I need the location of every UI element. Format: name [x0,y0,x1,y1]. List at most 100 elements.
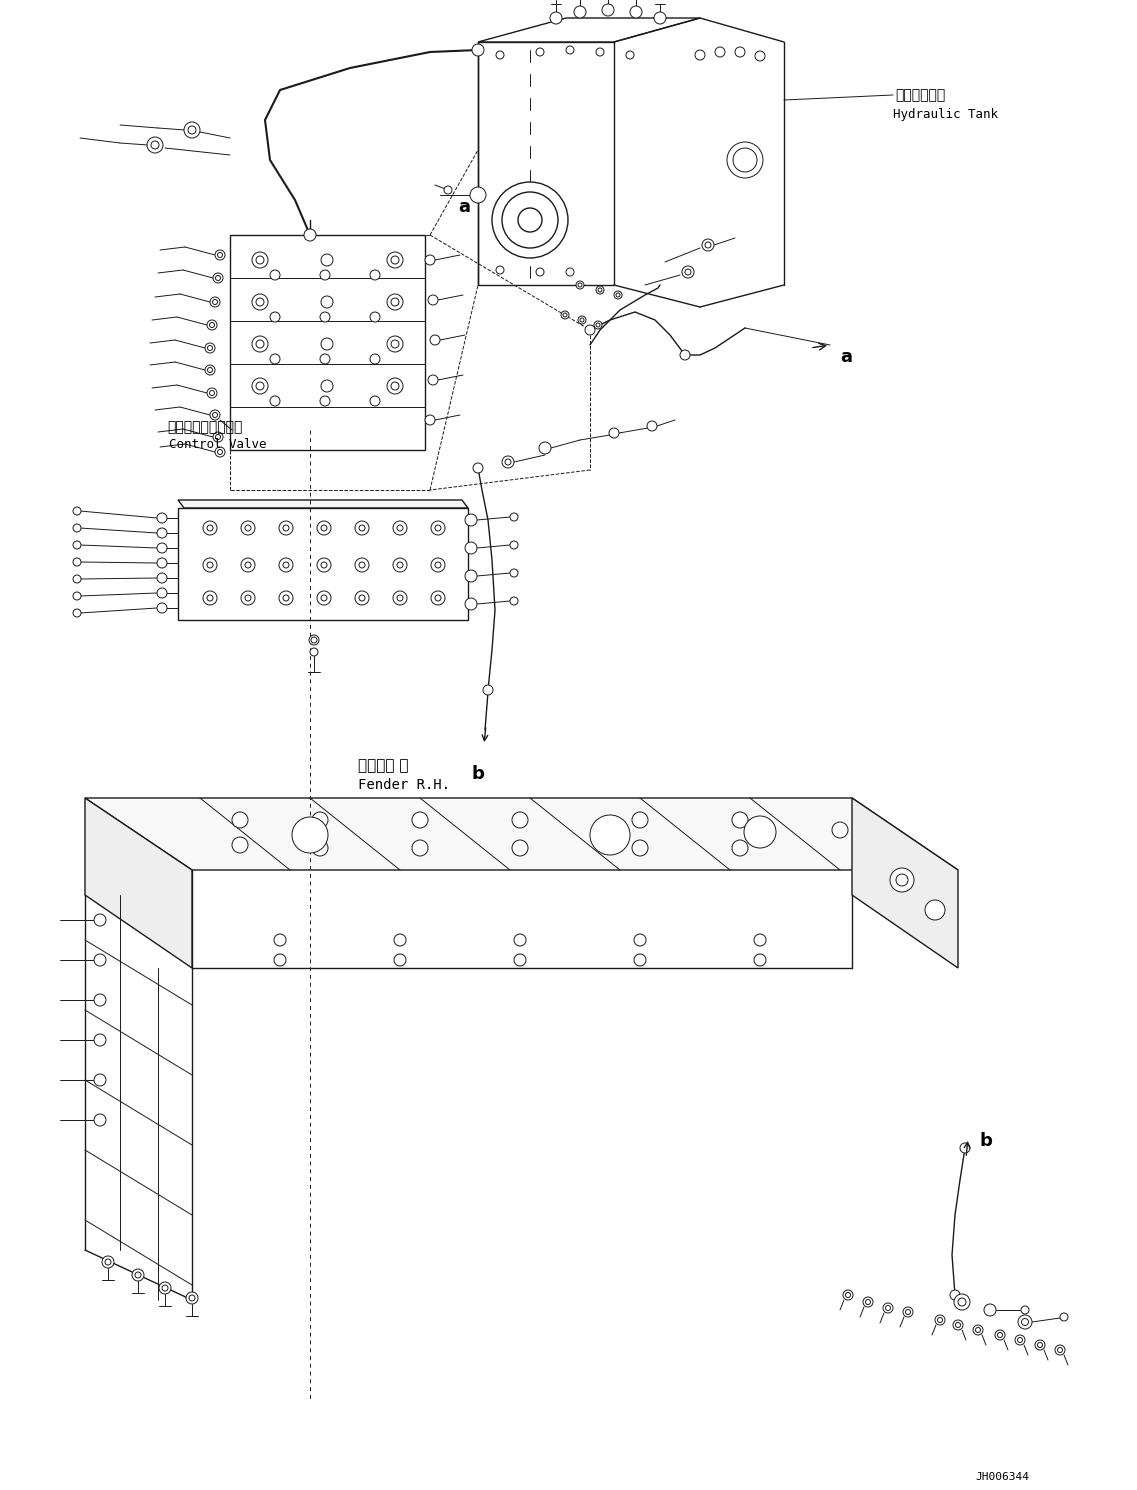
Circle shape [586,325,595,335]
Circle shape [755,51,765,61]
Circle shape [435,562,441,568]
Circle shape [355,522,370,535]
Circle shape [94,1115,106,1126]
Circle shape [705,241,711,247]
Circle shape [319,270,330,280]
Circle shape [256,340,264,349]
Circle shape [213,273,223,283]
Circle shape [511,597,518,605]
Circle shape [73,507,81,516]
Circle shape [576,282,584,289]
Circle shape [430,335,440,346]
Circle shape [735,48,745,57]
Circle shape [1018,1316,1032,1329]
Circle shape [256,256,264,264]
Circle shape [684,270,691,276]
Circle shape [215,447,225,457]
Circle shape [1035,1340,1045,1350]
Circle shape [512,840,528,855]
Circle shape [317,592,331,605]
Circle shape [578,316,586,323]
Polygon shape [85,799,958,870]
Circle shape [279,522,293,535]
Circle shape [960,1143,970,1153]
Circle shape [157,589,167,597]
Circle shape [213,432,223,443]
Circle shape [216,435,221,440]
Circle shape [832,822,848,837]
Circle shape [428,375,438,384]
Circle shape [393,557,407,572]
Circle shape [186,1292,198,1304]
Circle shape [395,954,406,966]
Circle shape [319,355,330,364]
Polygon shape [852,799,958,969]
Circle shape [393,592,407,605]
Circle shape [395,934,406,946]
Circle shape [207,562,213,568]
Circle shape [511,513,518,522]
Circle shape [217,252,223,258]
Circle shape [94,954,106,966]
Circle shape [1037,1342,1043,1347]
Circle shape [883,1302,893,1313]
Circle shape [896,875,908,887]
Circle shape [213,299,217,304]
Text: JH006344: JH006344 [976,1472,1029,1483]
Circle shape [580,317,584,322]
Circle shape [310,648,318,656]
Circle shape [634,934,646,946]
Circle shape [997,1332,1003,1338]
Circle shape [241,522,255,535]
Circle shape [634,954,646,966]
Circle shape [94,1074,106,1086]
Circle shape [157,557,167,568]
Circle shape [279,592,293,605]
Circle shape [147,137,163,153]
Circle shape [355,592,370,605]
Circle shape [601,4,614,16]
Circle shape [252,294,268,310]
Circle shape [511,541,518,548]
Circle shape [157,574,167,583]
Circle shape [283,562,289,568]
Circle shape [550,12,562,24]
Circle shape [73,524,81,532]
Text: b: b [980,1132,993,1150]
Circle shape [496,267,504,274]
Circle shape [503,192,558,247]
Circle shape [210,410,219,420]
Circle shape [733,148,757,171]
Circle shape [317,522,331,535]
Circle shape [412,812,428,828]
Circle shape [445,186,453,194]
Circle shape [470,188,485,203]
Circle shape [210,297,219,307]
Circle shape [511,569,518,577]
Circle shape [321,297,333,308]
Circle shape [321,380,333,392]
Circle shape [1021,1307,1029,1314]
Circle shape [425,416,435,425]
Circle shape [566,268,574,276]
Circle shape [244,595,251,600]
Circle shape [269,311,280,322]
Text: a: a [840,349,852,367]
Circle shape [682,267,694,279]
Circle shape [94,1034,106,1046]
Circle shape [984,1304,996,1316]
Circle shape [492,182,568,258]
Circle shape [596,323,600,326]
Circle shape [105,1259,111,1265]
Circle shape [269,355,280,364]
Circle shape [680,350,690,361]
Circle shape [496,51,504,60]
Circle shape [94,994,106,1006]
Circle shape [241,592,255,605]
Circle shape [157,527,167,538]
Circle shape [312,812,327,828]
Circle shape [207,595,213,600]
Circle shape [727,142,763,177]
Circle shape [744,817,775,848]
Circle shape [938,1317,943,1323]
